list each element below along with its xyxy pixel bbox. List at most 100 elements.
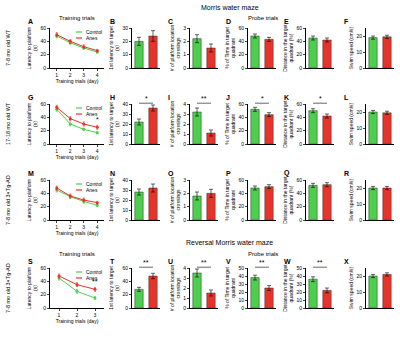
svg-text:40: 40 xyxy=(123,101,129,107)
svg-text:Anes: Anes xyxy=(86,111,98,117)
svg-text:D: D xyxy=(226,18,231,25)
svg-text:N: N xyxy=(110,170,115,177)
svg-text:1: 1 xyxy=(55,148,58,154)
svg-text:3: 3 xyxy=(82,72,85,78)
svg-text:0: 0 xyxy=(241,217,244,223)
svg-text:3: 3 xyxy=(183,177,186,183)
svg-text:0: 0 xyxy=(43,217,46,223)
svg-text:Swim speed (cm/s): Swim speed (cm/s) xyxy=(348,266,354,309)
svg-text:30: 30 xyxy=(123,25,129,31)
svg-text:*: * xyxy=(261,95,264,102)
svg-text:20: 20 xyxy=(357,185,363,191)
svg-text:Control: Control xyxy=(86,105,102,111)
svg-text:1: 1 xyxy=(58,312,61,318)
svg-text:20: 20 xyxy=(123,38,129,44)
svg-text:20: 20 xyxy=(239,203,245,209)
svg-text:# of platform locationcrossing: # of platform locationcrossings xyxy=(169,177,182,224)
svg-text:20: 20 xyxy=(357,109,363,115)
svg-text:20: 20 xyxy=(297,203,303,209)
svg-text:20: 20 xyxy=(239,127,245,133)
svg-text:0: 0 xyxy=(359,305,362,311)
svg-text:20: 20 xyxy=(41,203,47,209)
svg-text:20: 20 xyxy=(123,121,129,127)
svg-text:% of Time in targetquadrant: % of Time in targetquadrant xyxy=(224,27,237,69)
svg-text:0: 0 xyxy=(241,305,244,311)
svg-text:**: ** xyxy=(201,95,207,102)
svg-text:1: 1 xyxy=(183,51,186,57)
svg-text:# of platform locationcrossing: # of platform locationcrossings xyxy=(169,25,182,72)
svg-text:1st latency to target(s): 1st latency to target(s) xyxy=(108,102,121,146)
svg-text:1st latency to target(s): 1st latency to target(s) xyxy=(108,266,121,310)
svg-text:2: 2 xyxy=(69,148,72,154)
svg-text:Morris water maze: Morris water maze xyxy=(201,4,259,11)
svg-text:0: 0 xyxy=(183,141,186,147)
svg-text:Training trials (day): Training trials (day) xyxy=(56,318,99,324)
svg-text:1: 1 xyxy=(55,224,58,230)
svg-text:T: T xyxy=(110,258,115,265)
svg-text:Anes: Anes xyxy=(86,35,98,41)
svg-text:30: 30 xyxy=(123,187,129,193)
svg-text:Q: Q xyxy=(284,169,290,177)
svg-text:3: 3 xyxy=(94,312,97,318)
svg-text:20: 20 xyxy=(357,273,363,279)
svg-text:0: 0 xyxy=(241,141,244,147)
svg-text:30: 30 xyxy=(123,111,129,117)
svg-text:20: 20 xyxy=(297,127,303,133)
svg-text:Control: Control xyxy=(86,181,102,187)
svg-text:3: 3 xyxy=(183,25,186,31)
svg-text:3: 3 xyxy=(183,275,186,281)
svg-text:F: F xyxy=(344,18,349,25)
svg-text:**: ** xyxy=(317,259,323,266)
svg-text:60: 60 xyxy=(239,177,245,183)
svg-text:K: K xyxy=(284,94,289,101)
svg-text:4: 4 xyxy=(96,72,99,78)
svg-text:0: 0 xyxy=(183,217,186,223)
svg-text:0: 0 xyxy=(43,65,46,71)
svg-text:1st latency to target(s): 1st latency to target(s) xyxy=(108,178,121,222)
svg-text:20: 20 xyxy=(239,51,245,57)
svg-text:0: 0 xyxy=(359,141,362,147)
svg-text:40: 40 xyxy=(239,38,245,44)
svg-text:0: 0 xyxy=(359,65,362,71)
svg-text:20: 20 xyxy=(41,291,47,297)
svg-text:60: 60 xyxy=(41,265,47,271)
svg-text:4: 4 xyxy=(96,148,99,154)
svg-text:0: 0 xyxy=(125,305,128,311)
svg-text:R: R xyxy=(344,170,349,177)
svg-text:W: W xyxy=(284,258,291,265)
svg-text:60: 60 xyxy=(297,177,303,183)
svg-text:60: 60 xyxy=(41,25,47,31)
svg-text:0: 0 xyxy=(299,141,302,147)
svg-text:60: 60 xyxy=(41,177,47,183)
svg-text:20: 20 xyxy=(41,127,47,133)
svg-text:Control: Control xyxy=(86,269,102,275)
svg-text:40: 40 xyxy=(239,273,245,279)
svg-text:1: 1 xyxy=(55,72,58,78)
svg-text:**: ** xyxy=(143,259,149,266)
svg-text:C: C xyxy=(168,18,173,25)
svg-text:40: 40 xyxy=(297,273,303,279)
svg-text:0: 0 xyxy=(183,65,186,71)
svg-text:Swim speed (cm/s): Swim speed (cm/s) xyxy=(348,26,354,69)
svg-text:40: 40 xyxy=(123,177,129,183)
svg-text:Anes: Anes xyxy=(86,275,98,281)
svg-text:# of platform locationcrossing: # of platform locationcrossings xyxy=(169,265,182,312)
svg-text:Anes: Anes xyxy=(86,187,98,193)
svg-text:10: 10 xyxy=(239,297,245,303)
svg-text:4: 4 xyxy=(96,224,99,230)
svg-text:40: 40 xyxy=(239,190,245,196)
svg-text:A: A xyxy=(28,18,33,25)
svg-text:2: 2 xyxy=(183,190,186,196)
svg-text:2: 2 xyxy=(183,285,186,291)
svg-text:*: * xyxy=(145,95,148,102)
svg-text:40: 40 xyxy=(297,38,303,44)
svg-text:40: 40 xyxy=(297,190,303,196)
svg-text:Latency to platform(s): Latency to platform(s) xyxy=(26,27,39,70)
svg-text:P: P xyxy=(226,170,231,177)
svg-text:7-8 mo old 3×Tg-AD: 7-8 mo old 3×Tg-AD xyxy=(5,175,11,225)
svg-text:60: 60 xyxy=(239,101,245,107)
svg-text:60: 60 xyxy=(123,265,129,271)
svg-text:0: 0 xyxy=(299,305,302,311)
svg-text:0: 0 xyxy=(43,305,46,311)
svg-text:1st latency to target(s): 1st latency to target(s) xyxy=(108,26,121,70)
